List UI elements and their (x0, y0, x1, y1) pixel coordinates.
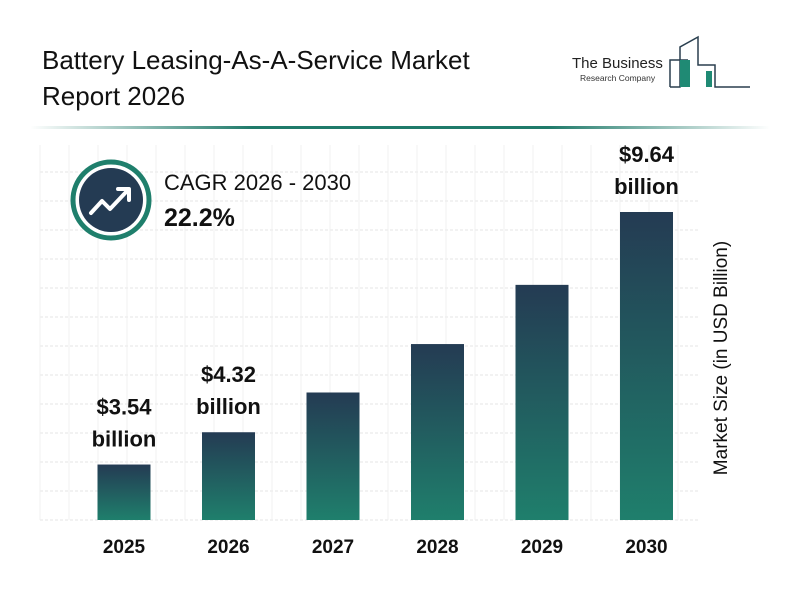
x-tick-label: 2027 (312, 537, 354, 558)
bar-2027 (306, 392, 360, 520)
data-label: billion (196, 394, 261, 419)
data-label: $3.54 (96, 395, 152, 420)
data-label: $4.32 (201, 362, 256, 387)
y-axis-label: Market Size (in USD Billion) (711, 240, 732, 476)
x-tick-label: 2025 (103, 537, 146, 558)
logo: The Business Research Company (570, 35, 755, 95)
cagr-value: 22.2% (164, 204, 235, 232)
data-label: $9.64 (619, 142, 675, 167)
data-label: billion (92, 427, 157, 452)
data-label: billion (614, 174, 679, 199)
x-tick-label: 2028 (416, 537, 458, 558)
logo-text-line1: The Business (572, 55, 663, 72)
bar-2026 (202, 432, 255, 520)
cagr-label: CAGR 2026 - 2030 (164, 170, 352, 195)
cagr-icon (70, 159, 152, 241)
x-tick-label: 2030 (625, 537, 667, 558)
bar-2030 (620, 212, 673, 520)
logo-buildings-icon (669, 35, 750, 88)
logo-text-line2: Research Company (580, 73, 656, 83)
bar-2028 (411, 344, 464, 520)
x-tick-label: 2026 (207, 537, 249, 558)
bar-2029 (515, 284, 569, 520)
bar-2025 (97, 464, 151, 520)
header-divider (30, 126, 770, 129)
page-title: Battery Leasing-As-A-Service Market Repo… (42, 45, 470, 111)
x-tick-label: 2029 (521, 537, 563, 558)
